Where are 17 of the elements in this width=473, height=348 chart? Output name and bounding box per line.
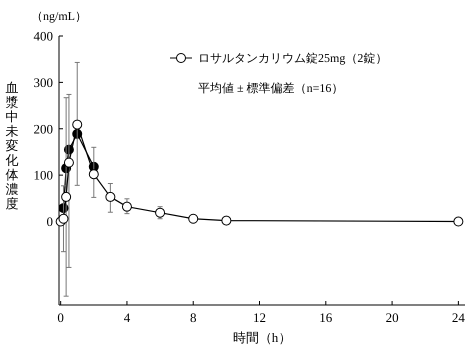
- annotation: 平均値 ± 標準偏差（n=16）: [198, 81, 344, 96]
- text: （ng/mL）: [31, 9, 87, 23]
- x-tick-label: 24: [452, 310, 466, 325]
- text: 血漿中未変化体濃度: [6, 80, 18, 211]
- x-tick-label: 0: [57, 310, 64, 325]
- y-tick-label: 0: [46, 214, 53, 230]
- legend-label: ロサルタンカリウム錠25mg（2錠）: [198, 51, 388, 66]
- x-tick-label: 4: [124, 310, 131, 325]
- x-tick-label: 8: [190, 310, 196, 325]
- x-tick-label: 20: [386, 310, 399, 325]
- y-tick-label: 300: [34, 74, 53, 90]
- y-tick-label: 400: [34, 28, 53, 44]
- y-tick-label: 100: [34, 168, 53, 183]
- x-tick-label: 16: [319, 310, 333, 325]
- x-tick-label: 12: [253, 310, 266, 325]
- x-axis-title: 時間（h）: [232, 330, 292, 345]
- y-tick-label: 200: [34, 121, 53, 136]
